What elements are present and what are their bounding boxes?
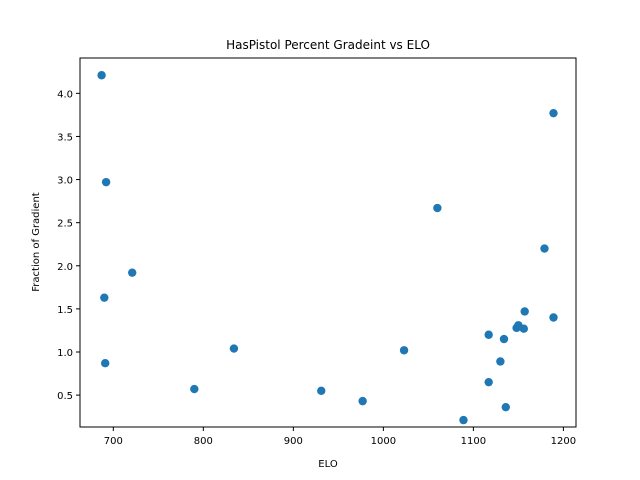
data-point [101, 359, 110, 368]
y-tick-label: 0.5 [57, 391, 73, 402]
data-point [190, 384, 199, 394]
y-tick-label: 2.5 [57, 219, 73, 230]
data-point [399, 346, 409, 355]
data-point [128, 268, 137, 277]
data-point [433, 203, 442, 213]
x-tick-label: 800 [194, 436, 213, 447]
data-point [484, 330, 493, 339]
data-point [317, 386, 326, 395]
data-point [229, 344, 239, 353]
data-point [484, 377, 493, 387]
data-point [540, 244, 549, 253]
data-point [97, 71, 106, 80]
x-tick-label: 1100 [461, 436, 486, 447]
data-point [549, 313, 558, 322]
y-axis-label: Fraction of Gradient [31, 192, 42, 292]
plot-frame [79, 57, 577, 428]
y-tick-label: 3.0 [57, 176, 73, 187]
y-tick-label: 3.5 [57, 132, 73, 143]
data-point [501, 402, 510, 412]
y-tick-label: 1.5 [57, 305, 73, 316]
y-tick-label: 2.0 [57, 262, 73, 273]
x-axis-label: ELO [318, 459, 338, 470]
y-tick-label: 4.0 [57, 89, 73, 100]
chart-title: HasPistol Percent Gradeint vs ELO [226, 38, 430, 52]
data-point [519, 324, 528, 333]
data-point [358, 396, 367, 406]
x-tick-label: 700 [104, 436, 123, 447]
data-point [499, 334, 509, 344]
data-point [101, 177, 111, 187]
data-point [459, 415, 468, 425]
axis-ticks: 700 800 900 1000 1100 1200 0.5 1.0 1.5 2.0 2.5 3.0 3… [57, 89, 576, 447]
data-points [97, 71, 558, 425]
data-point [100, 293, 109, 302]
x-tick-label: 1200 [551, 436, 576, 447]
y-tick-label: 1.0 [57, 348, 73, 359]
x-tick-label: 1000 [371, 436, 396, 447]
data-point [520, 307, 529, 316]
data-point [549, 108, 558, 118]
x-tick-label: 900 [284, 436, 303, 447]
data-point [496, 357, 505, 366]
